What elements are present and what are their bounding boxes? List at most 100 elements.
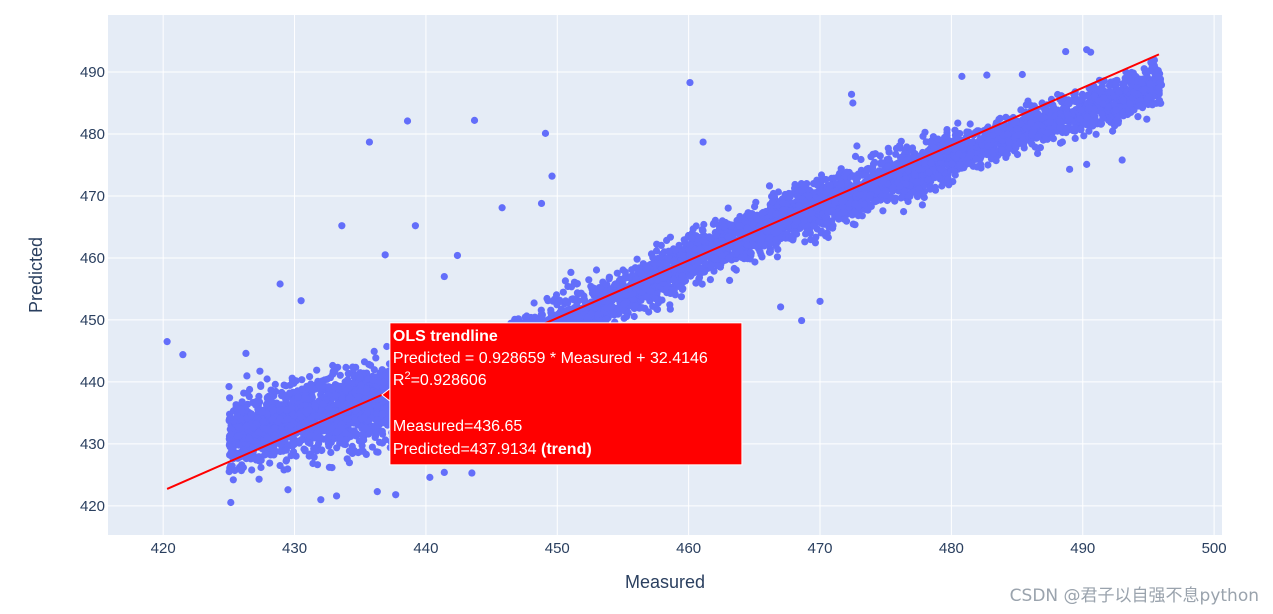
data-point bbox=[331, 366, 339, 374]
data-point bbox=[276, 415, 284, 423]
data-point bbox=[913, 193, 922, 201]
data-point bbox=[725, 254, 733, 262]
data-point bbox=[843, 168, 851, 176]
data-point bbox=[355, 437, 363, 445]
data-point bbox=[381, 436, 389, 444]
data-point bbox=[308, 384, 316, 392]
data-point bbox=[287, 404, 295, 412]
data-point bbox=[607, 303, 615, 311]
data-point bbox=[621, 274, 629, 283]
data-point bbox=[313, 461, 322, 469]
data-point bbox=[233, 412, 241, 420]
data-point bbox=[896, 142, 904, 150]
data-point bbox=[677, 293, 686, 301]
data-point bbox=[817, 171, 826, 179]
data-point bbox=[613, 269, 621, 277]
data-point bbox=[858, 212, 866, 220]
data-point bbox=[356, 373, 364, 382]
data-point bbox=[915, 165, 923, 173]
data-point bbox=[315, 440, 323, 448]
data-point bbox=[699, 226, 707, 235]
data-point bbox=[779, 206, 788, 214]
data-point bbox=[824, 208, 832, 216]
data-point bbox=[227, 413, 235, 421]
data-point bbox=[300, 394, 308, 402]
data-point bbox=[937, 165, 946, 173]
data-point bbox=[279, 429, 287, 437]
data-point bbox=[333, 400, 342, 408]
data-point bbox=[837, 180, 845, 188]
data-point bbox=[670, 286, 678, 294]
data-point bbox=[602, 315, 611, 323]
data-point bbox=[753, 215, 761, 223]
data-point bbox=[649, 253, 657, 261]
data-point bbox=[712, 231, 720, 239]
data-point bbox=[226, 394, 234, 402]
data-point bbox=[851, 221, 859, 229]
data-point bbox=[620, 300, 628, 308]
data-point bbox=[373, 410, 381, 418]
data-point bbox=[271, 380, 279, 388]
data-point bbox=[298, 376, 306, 384]
data-point bbox=[229, 476, 237, 484]
data-point bbox=[380, 378, 388, 386]
data-point bbox=[903, 143, 911, 151]
data-point bbox=[269, 406, 277, 414]
data-point bbox=[918, 201, 927, 209]
data-point bbox=[323, 375, 331, 383]
data-point bbox=[619, 266, 627, 274]
data-point bbox=[631, 302, 639, 310]
data-point bbox=[284, 415, 292, 423]
data-point bbox=[301, 446, 309, 454]
data-point bbox=[243, 422, 251, 430]
data-point bbox=[247, 411, 255, 419]
data-point bbox=[663, 261, 671, 269]
data-point bbox=[238, 398, 246, 406]
data-point bbox=[372, 354, 380, 362]
data-point bbox=[341, 387, 350, 395]
data-point bbox=[622, 313, 631, 321]
data-point bbox=[227, 498, 235, 507]
data-point bbox=[866, 191, 874, 200]
data-point bbox=[343, 455, 351, 463]
data-point bbox=[690, 269, 698, 277]
data-point bbox=[530, 299, 538, 307]
data-point bbox=[344, 415, 352, 423]
data-point bbox=[852, 175, 860, 183]
data-point bbox=[687, 234, 696, 242]
data-point bbox=[716, 263, 725, 271]
data-point bbox=[695, 273, 704, 281]
data-point bbox=[297, 436, 305, 444]
data-point bbox=[666, 305, 674, 313]
data-point bbox=[900, 208, 908, 216]
data-point bbox=[266, 459, 274, 467]
data-point bbox=[547, 306, 555, 314]
data-point bbox=[379, 419, 387, 427]
data-point bbox=[724, 204, 732, 212]
data-point bbox=[365, 360, 373, 368]
data-point bbox=[316, 433, 324, 441]
data-point bbox=[373, 448, 381, 456]
data-point bbox=[670, 256, 678, 265]
data-point bbox=[653, 240, 661, 248]
data-point bbox=[327, 448, 335, 457]
data-point bbox=[378, 410, 386, 418]
data-point bbox=[706, 276, 715, 284]
data-point bbox=[294, 393, 302, 401]
data-point bbox=[319, 400, 327, 408]
data-point bbox=[751, 258, 759, 266]
data-point bbox=[744, 209, 752, 217]
data-point bbox=[351, 407, 360, 415]
data-point bbox=[794, 192, 802, 201]
data-point bbox=[251, 401, 260, 409]
data-point bbox=[282, 446, 290, 454]
data-point bbox=[857, 155, 865, 164]
data-point bbox=[936, 153, 944, 161]
data-point bbox=[711, 220, 719, 228]
data-point bbox=[751, 203, 759, 211]
data-point bbox=[331, 383, 339, 391]
data-point bbox=[641, 304, 649, 312]
data-point bbox=[913, 178, 921, 186]
data-point bbox=[257, 381, 265, 389]
